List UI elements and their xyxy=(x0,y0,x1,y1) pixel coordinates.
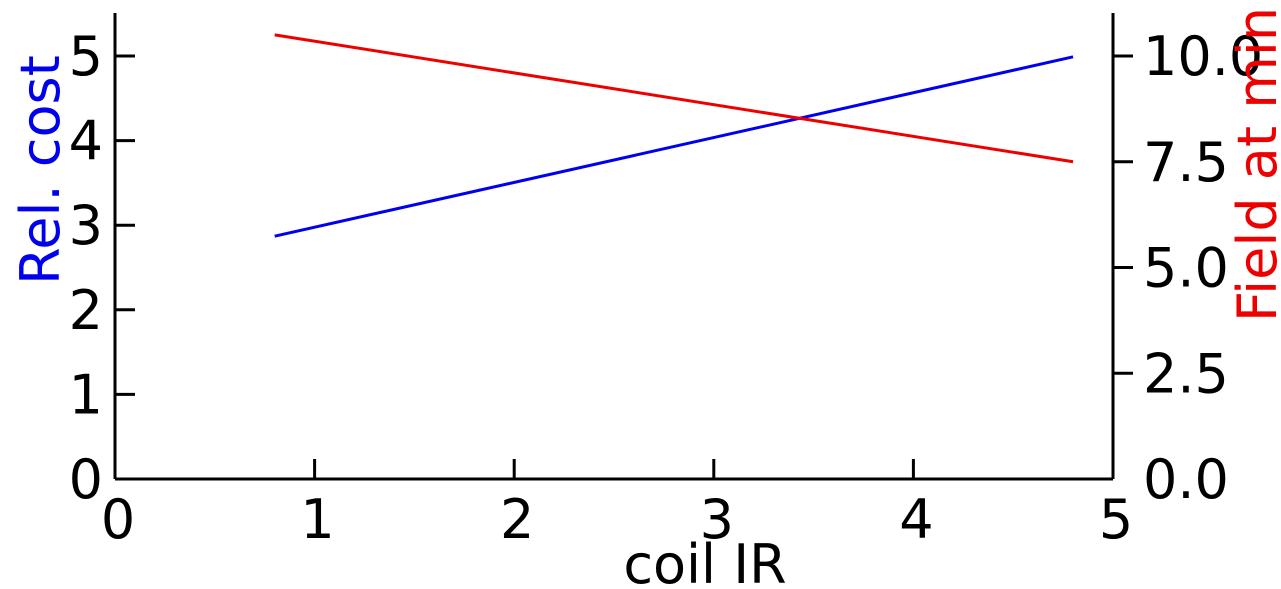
right-y-tick-label: 0.0 xyxy=(1143,448,1229,511)
x-axis-title: coil IR xyxy=(623,533,786,589)
left-y-tick-label: 0 xyxy=(69,448,103,511)
x-tick-label: 1 xyxy=(300,488,334,551)
x-tick-label: 2 xyxy=(500,488,534,551)
series-line-field-at-min xyxy=(274,33,1074,164)
series-line-rel-cost xyxy=(274,55,1074,238)
left-y-tick-label: 3 xyxy=(69,194,103,257)
left-y-tick-label: 1 xyxy=(69,363,103,426)
x-tick-label: 3 xyxy=(700,488,734,551)
right-y-tick-label: 10.0 xyxy=(1143,25,1263,88)
x-tick-label: 5 xyxy=(1099,488,1133,551)
right-y-tick-label: 2.5 xyxy=(1143,342,1229,405)
axes xyxy=(113,13,1115,481)
left-y-tick-label: 2 xyxy=(69,279,103,342)
right-y-tick-label: 5.0 xyxy=(1143,237,1229,300)
left-y-tick-label: 5 xyxy=(69,25,103,88)
left-y-tick-label: 4 xyxy=(69,110,103,173)
left-y-axis-title: Rel. cost xyxy=(9,55,72,285)
right-y-tick-label: 7.5 xyxy=(1143,131,1229,194)
x-tick-label: 0 xyxy=(101,488,135,551)
right-y-axis-title: Field at min xyxy=(1226,7,1281,322)
x-tick-label: 4 xyxy=(899,488,933,551)
series-layer xyxy=(274,33,1074,238)
